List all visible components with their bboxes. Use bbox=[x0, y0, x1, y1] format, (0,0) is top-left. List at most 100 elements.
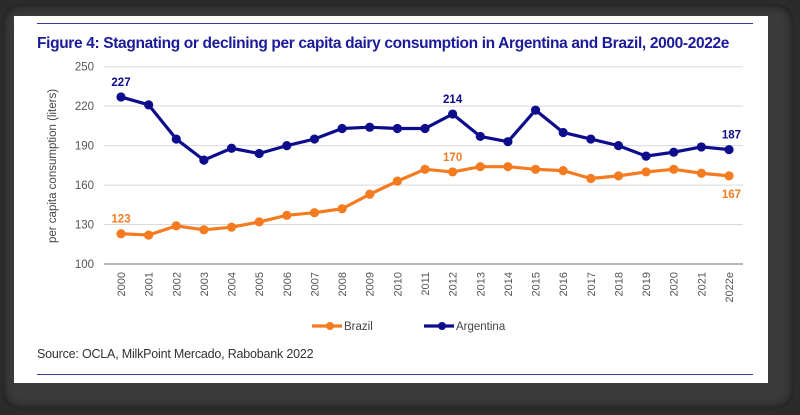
legend-label: Argentina bbox=[456, 321, 506, 333]
y-tick-label: 160 bbox=[75, 180, 94, 192]
argentina-point bbox=[144, 100, 154, 110]
brazil-point bbox=[226, 222, 237, 232]
x-tick-label: 2005 bbox=[254, 272, 266, 296]
argentina-point bbox=[586, 134, 596, 144]
argentina-point bbox=[254, 148, 264, 159]
brazil-point bbox=[282, 210, 292, 220]
argentina-point bbox=[199, 155, 209, 165]
brazil-point bbox=[144, 230, 154, 240]
x-tick-label: 2012 bbox=[448, 272, 460, 296]
argentina-point bbox=[696, 142, 706, 152]
brazil-point bbox=[116, 229, 126, 239]
x-tick-label: 2018 bbox=[613, 272, 625, 296]
argentina-point bbox=[530, 105, 541, 115]
brazil-point bbox=[337, 204, 347, 214]
y-tick-label: 190 bbox=[75, 141, 94, 153]
x-tick-label: 2001 bbox=[144, 272, 156, 296]
argentina-point bbox=[724, 144, 734, 155]
brazil-point bbox=[669, 164, 679, 174]
argentina-point bbox=[420, 123, 430, 134]
brazil-point bbox=[586, 173, 596, 184]
x-tick-label: 2020 bbox=[669, 272, 681, 296]
legend-item-brazil: Brazil bbox=[312, 321, 373, 333]
data-label: 123 bbox=[111, 214, 130, 226]
brazil-point bbox=[365, 189, 375, 199]
legend-item-argentina: Argentina bbox=[424, 321, 506, 333]
brazil-point bbox=[199, 225, 209, 235]
argentina-point bbox=[226, 143, 237, 153]
brazil-point bbox=[724, 171, 734, 181]
x-tick-label: 2000 bbox=[116, 272, 128, 296]
brazil-point bbox=[641, 167, 651, 177]
legend-swatch-marker bbox=[326, 322, 334, 330]
legend-label: Brazil bbox=[344, 321, 373, 333]
argentina-point bbox=[282, 141, 292, 151]
x-tick-label: 2009 bbox=[365, 272, 377, 296]
legend: Brazil Argentina bbox=[312, 321, 506, 333]
argentina-point bbox=[613, 141, 624, 151]
argentina-point bbox=[171, 134, 181, 144]
x-tick-label: 2017 bbox=[586, 272, 598, 296]
x-tick-label: 2022e bbox=[724, 272, 736, 303]
brazil-point bbox=[696, 168, 706, 178]
y-tick-label: 250 bbox=[75, 62, 94, 74]
argentina-point bbox=[392, 123, 402, 134]
x-tick-label: 2010 bbox=[392, 272, 404, 296]
brazil-point bbox=[530, 164, 541, 174]
argentina-point bbox=[669, 147, 679, 157]
x-tick-label: 2016 bbox=[558, 272, 570, 296]
brazil-point bbox=[254, 217, 264, 227]
argentina-point bbox=[475, 131, 485, 142]
data-label: 227 bbox=[111, 77, 130, 89]
x-tick-labels: 2000 2001 2002 2003 2004 2005 2006 2007 2008 2009… bbox=[116, 272, 736, 303]
y-tick-label: 220 bbox=[75, 101, 94, 113]
y-tick-label: 100 bbox=[75, 259, 94, 271]
brazil-point bbox=[613, 171, 624, 181]
data-label: 170 bbox=[443, 152, 462, 164]
figure-title: Figure 4: Stagnating or declining per ca… bbox=[37, 35, 730, 52]
bottom-rule bbox=[37, 374, 753, 375]
y-tick-labels: 100 130 160 190 220 250 bbox=[75, 62, 94, 271]
argentina-point bbox=[558, 127, 568, 138]
argentina-point bbox=[365, 122, 375, 132]
argentina-point bbox=[309, 134, 320, 144]
brazil-point bbox=[448, 167, 458, 177]
y-tick-label: 130 bbox=[75, 220, 94, 232]
x-tick-label: 2006 bbox=[282, 272, 294, 296]
brazil-point bbox=[503, 162, 513, 172]
brazil-point bbox=[420, 164, 430, 174]
brazil-point bbox=[392, 176, 402, 186]
y-axis-title: per capita consumption (liters) bbox=[47, 89, 59, 243]
legend-swatch-marker bbox=[438, 322, 446, 330]
x-tick-label: 2002 bbox=[171, 272, 183, 296]
x-tick-label: 2014 bbox=[503, 272, 515, 296]
series-argentina bbox=[116, 92, 734, 165]
brazil-point bbox=[558, 166, 568, 176]
source-note: Source: OCLA, MilkPoint Mercado, Raboban… bbox=[37, 347, 314, 361]
x-tick-label: 2015 bbox=[531, 272, 543, 296]
argentina-point bbox=[503, 137, 513, 147]
x-tick-label: 2013 bbox=[475, 272, 487, 296]
argentina-point bbox=[448, 109, 458, 119]
gridlines bbox=[104, 66, 743, 265]
argentina-point bbox=[116, 92, 126, 102]
x-tick-label: 2011 bbox=[420, 272, 432, 296]
data-label: 167 bbox=[722, 189, 741, 201]
series-brazil bbox=[116, 162, 734, 240]
brazil-point bbox=[309, 208, 320, 218]
argentina-point bbox=[337, 123, 347, 134]
data-labels: 123 170 167 227 214 187 bbox=[111, 77, 741, 226]
x-tick-label: 2019 bbox=[641, 272, 653, 296]
figure-panel: Figure 4: Stagnating or declining per ca… bbox=[14, 16, 768, 383]
brazil-point bbox=[475, 162, 485, 172]
x-tick-label: 2007 bbox=[309, 272, 321, 296]
top-rule bbox=[37, 23, 753, 24]
x-tick-label: 2021 bbox=[696, 272, 708, 296]
x-tick-label: 2008 bbox=[337, 272, 349, 296]
argentina-point bbox=[641, 151, 651, 161]
x-tick-label: 2004 bbox=[227, 272, 239, 296]
brazil-point bbox=[171, 221, 181, 231]
data-label: 214 bbox=[443, 94, 463, 106]
data-label: 187 bbox=[722, 130, 741, 142]
